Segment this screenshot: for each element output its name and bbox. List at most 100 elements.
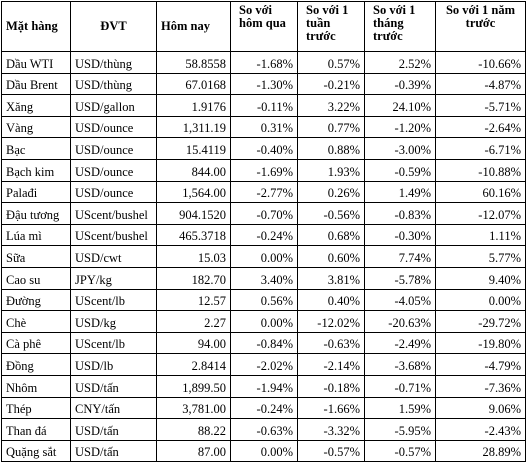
cell-unit: USD/cwt bbox=[70, 245, 157, 268]
cell-vs-month: -0.39% bbox=[364, 72, 436, 96]
header-vs-year: So với 1 năm trước bbox=[435, 1, 526, 52]
cell-vs-yesterday: -1.94% bbox=[230, 374, 298, 398]
cell-vs-year: -29.72% bbox=[435, 310, 526, 333]
cell-today: 1.9176 bbox=[156, 94, 231, 117]
cell-vs-month: -5.78% bbox=[364, 266, 436, 290]
cell-item: Chè bbox=[1, 310, 71, 333]
cell-vs-year: -2.43% bbox=[435, 418, 526, 441]
cell-vs-yesterday: 0.00% bbox=[230, 245, 298, 268]
cell-vs-week: 0.60% bbox=[297, 245, 365, 268]
cell-vs-year: 0.00% bbox=[435, 288, 526, 312]
table-row: Cà phê UScent/lb 94.00 -0.84% -0.63% -2.49% -1… bbox=[1, 331, 526, 355]
table-row: Dầu WTI USD/thùng 58.8558 -1.68% 0.57% 2.52% -… bbox=[1, 51, 526, 74]
cell-vs-month: -20.63% bbox=[364, 310, 436, 333]
cell-vs-week: -12.02% bbox=[297, 310, 365, 333]
header-row: Mặt hàng ĐVT Hôm nay So với hôm qua So v… bbox=[1, 1, 526, 52]
cell-vs-week: 0.57% bbox=[297, 51, 365, 74]
cell-vs-month: -5.95% bbox=[364, 418, 436, 441]
cell-vs-year: 60.16% bbox=[435, 180, 526, 204]
cell-vs-month: 7.74% bbox=[364, 245, 436, 268]
table-row: Xăng USD/gallon 1.9176 -0.11% 3.22% 24.10% -5.… bbox=[1, 94, 526, 117]
cell-today: 3,781.00 bbox=[156, 396, 231, 420]
cell-unit: USD/ounce bbox=[70, 115, 157, 139]
cell-today: 844.00 bbox=[156, 158, 231, 182]
cell-vs-yesterday: -1.30% bbox=[230, 72, 298, 96]
cell-vs-yesterday: -0.84% bbox=[230, 331, 298, 355]
cell-vs-yesterday: 0.31% bbox=[230, 115, 298, 139]
cell-item: Cao su bbox=[1, 266, 71, 290]
cell-today: 904.1520 bbox=[156, 202, 231, 225]
cell-item: Lúa mì bbox=[1, 223, 71, 247]
cell-vs-week: -0.57% bbox=[297, 439, 365, 463]
cell-vs-year: -19.80% bbox=[435, 331, 526, 355]
table-row: Cao su JPY/kg 182.70 3.40% 3.81% -5.78% 9.40% bbox=[1, 266, 526, 290]
cell-item: Đồng bbox=[1, 353, 71, 376]
cell-unit: UScent/bushel bbox=[70, 223, 157, 247]
cell-vs-yesterday: -1.68% bbox=[230, 51, 298, 74]
cell-item: Palađi bbox=[1, 180, 71, 204]
cell-item: Nhôm bbox=[1, 374, 71, 398]
cell-unit: USD/thùng bbox=[70, 51, 157, 74]
cell-unit: USD/tấn bbox=[70, 374, 157, 398]
header-vs-month: So với 1 tháng trước bbox=[364, 1, 436, 52]
table-row: Bạch kim USD/ounce 844.00 -1.69% 1.93% -0.59%… bbox=[1, 158, 526, 182]
cell-unit: USD/lb bbox=[70, 353, 157, 376]
cell-today: 15.03 bbox=[156, 245, 231, 268]
cell-vs-year: -2.64% bbox=[435, 115, 526, 139]
table-row: Đồng USD/lb 2.8414 -2.02% -2.14% -3.68% -4.79% bbox=[1, 353, 526, 376]
cell-vs-week: 0.26% bbox=[297, 180, 365, 204]
cell-vs-month: -1.20% bbox=[364, 115, 436, 139]
cell-unit: JPY/kg bbox=[70, 266, 157, 290]
cell-unit: UScent/lb bbox=[70, 288, 157, 312]
cell-vs-week: 0.68% bbox=[297, 223, 365, 247]
cell-vs-month: 24.10% bbox=[364, 94, 436, 117]
cell-item: Xăng bbox=[1, 94, 71, 117]
cell-vs-year: -5.71% bbox=[435, 94, 526, 117]
table-row: Đậu tương UScent/bushel 904.1520 -0.70% -0.5… bbox=[1, 202, 526, 225]
header-unit: ĐVT bbox=[70, 1, 157, 52]
header-item: Mặt hàng bbox=[1, 1, 71, 52]
table-row: Vàng USD/ounce 1,311.19 0.31% 0.77% -1.20% -2.… bbox=[1, 115, 526, 139]
cell-vs-yesterday: -0.70% bbox=[230, 202, 298, 225]
cell-vs-week: -0.21% bbox=[297, 72, 365, 96]
cell-unit: USD/thùng bbox=[70, 72, 157, 96]
cell-today: 1,311.19 bbox=[156, 115, 231, 139]
cell-vs-month: -0.59% bbox=[364, 158, 436, 182]
cell-vs-month: 1.59% bbox=[364, 396, 436, 420]
cell-unit: USD/tấn bbox=[70, 439, 157, 463]
table-row: Thép CNY/tấn 3,781.00 -0.24% -1.66% 1.59% 9.06… bbox=[1, 396, 526, 420]
cell-vs-yesterday: -2.77% bbox=[230, 180, 298, 204]
cell-vs-week: 3.22% bbox=[297, 94, 365, 117]
cell-vs-yesterday: -1.69% bbox=[230, 158, 298, 182]
cell-today: 2.27 bbox=[156, 310, 231, 333]
cell-vs-yesterday: -0.24% bbox=[230, 223, 298, 247]
table-row: Sữa USD/cwt 15.03 0.00% 0.60% 7.74% 5.77% bbox=[1, 245, 526, 268]
cell-today: 67.0168 bbox=[156, 72, 231, 96]
cell-item: Bạc bbox=[1, 137, 71, 160]
table-row: Đường UScent/lb 12.57 0.56% 0.40% -4.05% 0.00% bbox=[1, 288, 526, 312]
cell-vs-week: -3.32% bbox=[297, 418, 365, 441]
cell-vs-year: 9.40% bbox=[435, 266, 526, 290]
cell-vs-week: 0.77% bbox=[297, 115, 365, 139]
cell-item: Dầu Brent bbox=[1, 72, 71, 96]
cell-vs-week: -0.18% bbox=[297, 374, 365, 398]
cell-unit: USD/tấn bbox=[70, 418, 157, 441]
cell-today: 58.8558 bbox=[156, 51, 231, 74]
cell-today: 87.00 bbox=[156, 439, 231, 463]
table-row: Nhôm USD/tấn 1,899.50 -1.94% -0.18% -0.71% -7.… bbox=[1, 374, 526, 398]
cell-vs-yesterday: 0.00% bbox=[230, 439, 298, 463]
cell-vs-year: -10.88% bbox=[435, 158, 526, 182]
cell-vs-month: 2.52% bbox=[364, 51, 436, 74]
cell-item: Sữa bbox=[1, 245, 71, 268]
cell-vs-week: -1.66% bbox=[297, 396, 365, 420]
cell-today: 465.3718 bbox=[156, 223, 231, 247]
cell-vs-year: 5.77% bbox=[435, 245, 526, 268]
cell-today: 88.22 bbox=[156, 418, 231, 441]
cell-vs-month: -2.49% bbox=[364, 331, 436, 355]
cell-today: 94.00 bbox=[156, 331, 231, 355]
cell-vs-week: -2.14% bbox=[297, 353, 365, 376]
cell-vs-week: -0.56% bbox=[297, 202, 365, 225]
cell-item: Dầu WTI bbox=[1, 51, 71, 74]
cell-unit: USD/ounce bbox=[70, 137, 157, 160]
